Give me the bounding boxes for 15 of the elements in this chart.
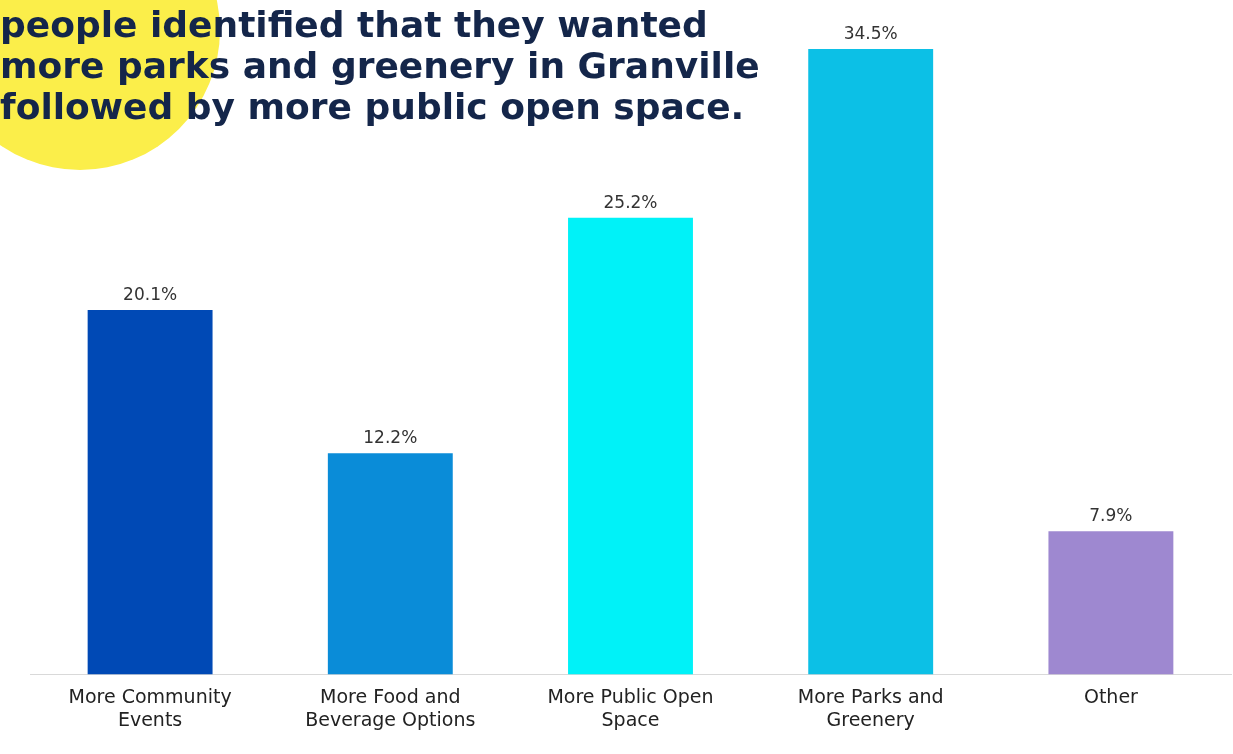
- x-tick-label: More Parks and Greenery: [797, 684, 944, 730]
- data-label: 20.1%: [123, 284, 178, 304]
- data-label: 25.2%: [603, 191, 658, 212]
- x-tick-label: More Food and Beverage Options: [305, 684, 476, 730]
- x-tick-label: More Community Events: [68, 684, 232, 730]
- data-label: 12.2%: [363, 427, 418, 448]
- bar: [568, 217, 693, 675]
- x-tick-label: Other: [1083, 684, 1139, 707]
- bar: [1048, 531, 1174, 675]
- x-tick-label: More Public Open Space: [547, 684, 714, 730]
- bar: [808, 49, 934, 675]
- bar: [327, 453, 453, 675]
- data-label: 7.9%: [1089, 505, 1133, 526]
- data-label: 34.5%: [843, 22, 898, 43]
- bar: [87, 310, 213, 675]
